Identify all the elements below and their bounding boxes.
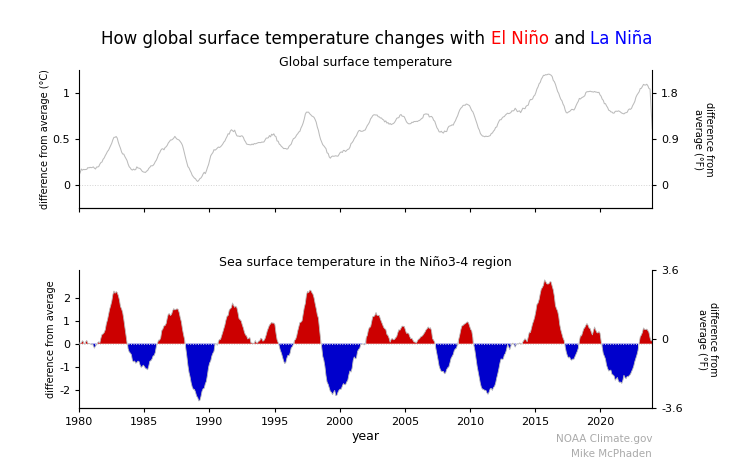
Text: La Niña: La Niña [590, 30, 653, 48]
Text: Mike McPhaden: Mike McPhaden [572, 449, 652, 459]
Text: NOAA Climate.gov: NOAA Climate.gov [556, 434, 652, 444]
Y-axis label: difference from average (°C): difference from average (°C) [40, 69, 50, 209]
X-axis label: year: year [351, 430, 380, 443]
Title: Sea surface temperature in the Niño3-4 region: Sea surface temperature in the Niño3-4 r… [219, 256, 512, 269]
Text: and: and [549, 30, 590, 48]
Y-axis label: difference from
average (°F): difference from average (°F) [693, 102, 715, 176]
Y-axis label: difference from average: difference from average [46, 280, 57, 398]
Title: Global surface temperature: Global surface temperature [279, 56, 452, 69]
Y-axis label: difference from
average (°F): difference from average (°F) [697, 302, 719, 377]
Text: El Niño: El Niño [491, 30, 549, 48]
Text: How global surface temperature changes with: How global surface temperature changes w… [101, 30, 491, 48]
